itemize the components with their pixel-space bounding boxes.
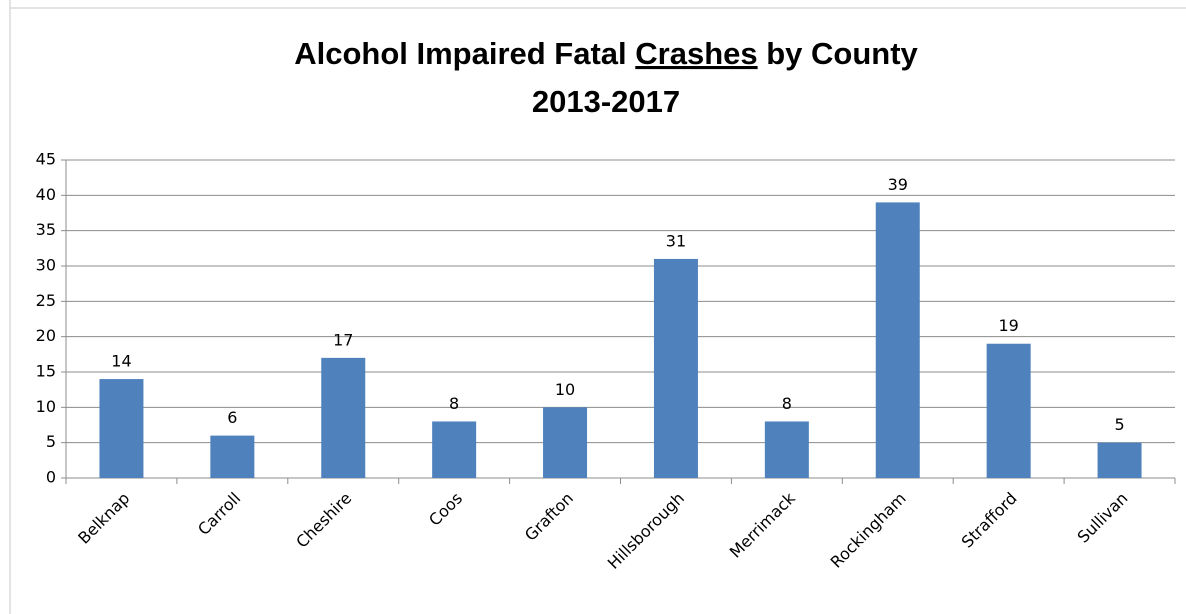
bar [764,421,809,478]
data-label: 5 [1114,415,1124,434]
y-tick-label: 30 [36,256,56,275]
y-tick-label: 10 [36,397,56,416]
data-label: 31 [666,231,686,250]
chart-title: Alcohol Impaired Fatal Crashes by County [294,36,918,71]
data-label: 8 [449,394,459,413]
chart-subtitle: 2013-2017 [532,84,680,119]
y-tick-label: 25 [36,291,56,310]
data-label: 39 [888,175,908,194]
title-part: by County [758,36,919,71]
bar [1097,442,1142,478]
y-tick-label: 45 [36,150,56,169]
y-tick-label: 15 [36,362,56,381]
bar [99,379,144,478]
y-tick-label: 35 [36,220,56,239]
bar [653,258,698,478]
bar [543,407,588,478]
bar [432,421,477,478]
y-tick-label: 5 [46,432,56,451]
data-label: 14 [111,352,131,371]
data-label: 10 [555,380,575,399]
bar [875,202,920,478]
y-tick-label: 20 [36,326,56,345]
title-part: Alcohol Impaired Fatal [294,36,635,71]
y-tick-label: 0 [46,468,56,487]
data-label: 6 [227,408,237,427]
bar [986,343,1031,478]
data-label: 17 [333,330,353,349]
bar [210,435,255,478]
data-label: 8 [782,394,792,413]
data-label: 19 [998,316,1018,335]
y-tick-label: 40 [36,185,56,204]
bar [321,357,366,478]
title-part: Crashes [635,36,757,71]
